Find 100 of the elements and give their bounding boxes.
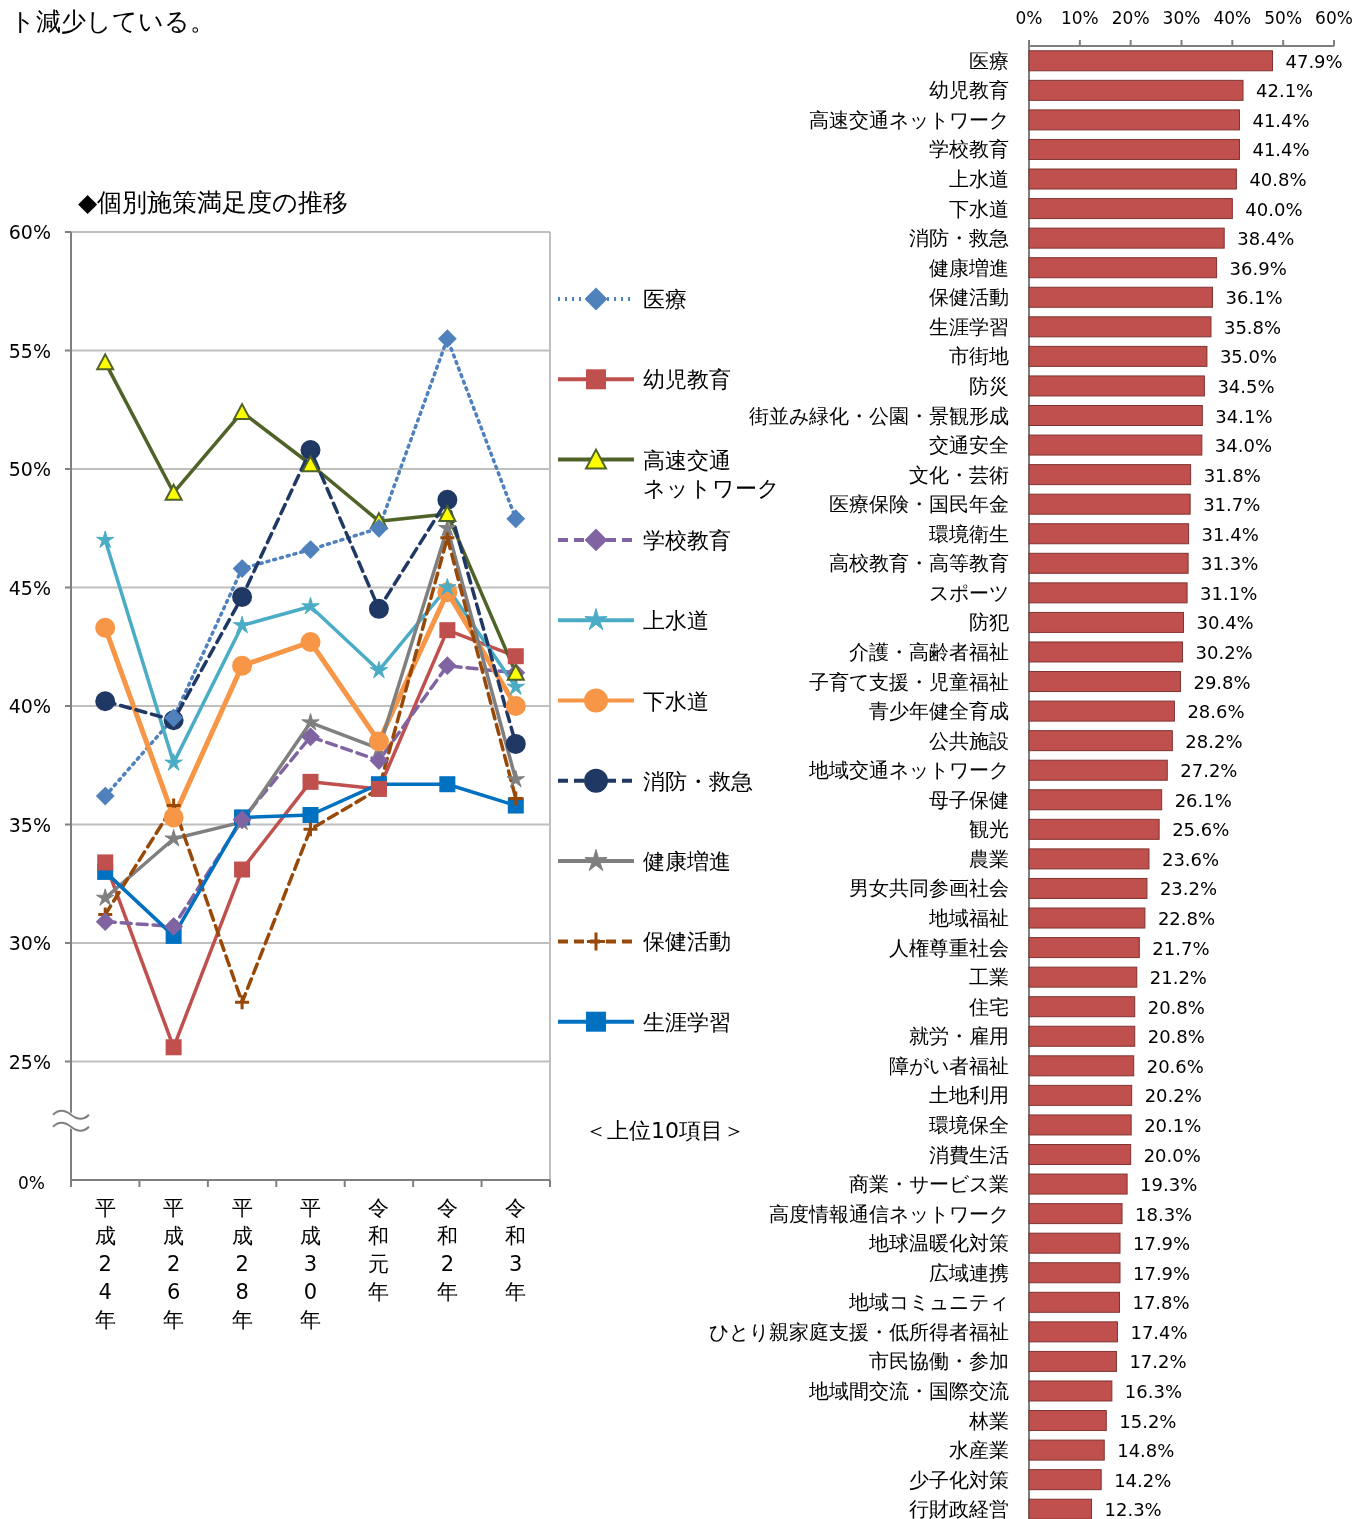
y-tick-label: 保健活動: [929, 285, 1009, 310]
y-tick-label: 街並み緑化・公園・景観形成: [749, 403, 1009, 428]
y-tick-label: 農業: [969, 846, 1009, 871]
legend-label: 保健活動: [643, 929, 731, 955]
data-label: 34.1%: [1215, 405, 1273, 427]
x-tick-label: 令和2年: [436, 1196, 458, 1304]
y-tick-label: 環境保全: [929, 1112, 1009, 1137]
y-tick-label: 下水道: [949, 196, 1009, 221]
y-tick-label: 公共施設: [929, 728, 1009, 753]
y-tick-label: 消防・救急: [909, 226, 1009, 251]
y-tick-label: 商業・サービス業: [849, 1172, 1009, 1197]
y-tick-label: 医療保険・国民年金: [829, 492, 1009, 517]
data-label: 31.3%: [1201, 553, 1259, 575]
chart-title: ◆個別施策満足度の推移: [78, 188, 349, 217]
data-label: 31.1%: [1200, 582, 1258, 604]
data-label: 31.8%: [1203, 464, 1261, 486]
data-label: 28.6%: [1187, 701, 1245, 723]
y-tick-label: 市街地: [949, 344, 1009, 369]
y-tick-label: 林業: [968, 1408, 1009, 1433]
data-label: 35.8%: [1223, 316, 1282, 338]
y-tick-label: 就労・雇用: [909, 1024, 1009, 1049]
x-tick-label: 50%: [1264, 8, 1303, 28]
data-label: 17.2%: [1129, 1351, 1187, 1373]
data-label: 40.0%: [1245, 198, 1303, 220]
data-label: 36.9%: [1229, 257, 1287, 279]
data-label: 38.4%: [1237, 228, 1295, 250]
data-label: 28.2%: [1185, 730, 1243, 752]
data-label: 31.4%: [1201, 523, 1259, 545]
legend-label: 幼児教育: [643, 367, 731, 393]
y-tick-label: 子育て支援・児童福祉: [809, 669, 1009, 694]
data-label: 20.8%: [1147, 1026, 1205, 1048]
legend-label: 下水道: [643, 688, 709, 714]
y-tick-label: 25%: [8, 1050, 51, 1073]
y-tick-label: 青少年健全育成: [869, 699, 1009, 724]
data-label: 15.2%: [1119, 1410, 1177, 1432]
y-tick-label: 障がい者福祉: [889, 1053, 1009, 1078]
data-label: 34.0%: [1214, 435, 1273, 457]
data-label: 41.4%: [1252, 139, 1310, 161]
data-label: 23.2%: [1159, 878, 1218, 900]
data-label: 40.8%: [1249, 169, 1307, 191]
y-tick-label: 防災: [969, 373, 1009, 398]
data-label: 21.7%: [1152, 937, 1210, 959]
y-tick-label: 高速交通ネットワーク: [809, 107, 1009, 132]
x-tick-label: 平成30年: [300, 1196, 321, 1332]
y-tick-label: 55%: [8, 339, 51, 362]
x-tick-label: 令和元年: [368, 1196, 390, 1304]
data-label: 25.6%: [1172, 819, 1230, 841]
y-tick-label: 35%: [8, 813, 51, 836]
y-tick-label: 医療: [969, 48, 1009, 73]
y-tick-label: 環境衛生: [929, 521, 1009, 546]
data-label: 21.2%: [1149, 967, 1207, 989]
data-label: 27.2%: [1180, 760, 1238, 782]
y-tick-label: 少子化対策: [909, 1467, 1009, 1492]
y-tick-label: 地域コミュニティ: [848, 1290, 1009, 1315]
y-tick-label: 母子保健: [929, 787, 1009, 812]
text: ト減少している。: [10, 7, 215, 36]
legend-label: 生涯学習: [643, 1009, 731, 1035]
legend-label: 健康増進: [643, 849, 731, 875]
y-tick-label: 男女共同参画社会: [849, 876, 1009, 901]
y-tick-label: 高校教育・高等教育: [829, 551, 1009, 576]
y-tick-label: 広域連携: [929, 1260, 1009, 1285]
data-label: 17.8%: [1132, 1292, 1190, 1314]
data-label: 20.1%: [1144, 1114, 1202, 1136]
y-tick-label: 人権尊重社会: [889, 935, 1009, 960]
legend-label: 消防・救急: [643, 768, 753, 794]
data-label: 29.8%: [1193, 671, 1251, 693]
y-tick-label: 防犯: [969, 610, 1009, 635]
legend-label: 高速交通ネットワーク: [643, 447, 780, 501]
text: ＜上位10項目＞: [585, 1118, 745, 1143]
x-tick-label: 40%: [1213, 8, 1252, 28]
x-tick-label: 平成24年: [94, 1196, 116, 1332]
data-label: 26.1%: [1174, 789, 1232, 811]
x-tick-label: 10%: [1060, 8, 1099, 28]
data-label: 30.2%: [1195, 641, 1253, 663]
x-tick-label: 0%: [1015, 8, 1043, 28]
data-label: 17.9%: [1132, 1262, 1191, 1284]
legend-label: 学校教育: [643, 527, 731, 553]
data-label: 31.7%: [1203, 494, 1261, 516]
y-tick-label: 学校教育: [929, 137, 1009, 162]
y-tick-label: 消費生活: [929, 1142, 1009, 1167]
x-tick-label: 平成26年: [163, 1196, 185, 1332]
data-label: 34.5%: [1217, 375, 1275, 397]
data-label: 14.2%: [1114, 1469, 1172, 1491]
y-tick-label: 40%: [8, 695, 51, 717]
y-tick-label: 地域間交流・国際交流: [808, 1378, 1009, 1403]
y-tick-label: 市民協働・参加: [869, 1349, 1009, 1374]
y-tick-label: 地域交通ネットワーク: [808, 758, 1009, 783]
data-label: 20.0%: [1143, 1144, 1201, 1166]
x-tick-label: 60%: [1315, 8, 1353, 28]
x-tick-label: 令和3年: [505, 1196, 527, 1304]
y-tick-label: 健康増進: [929, 255, 1009, 280]
data-label: 47.9%: [1285, 50, 1343, 72]
legend-label: 医療: [643, 287, 687, 312]
x-tick-label: 20%: [1111, 8, 1150, 28]
y-tick-label: 幼児教育: [929, 78, 1009, 103]
legend-label: 上水道: [643, 608, 709, 634]
y-tick-label: 観光: [969, 817, 1009, 842]
data-label: 17.9%: [1132, 1233, 1191, 1255]
data-label: 35.0%: [1219, 346, 1278, 368]
data-label: 36.1%: [1225, 287, 1283, 309]
